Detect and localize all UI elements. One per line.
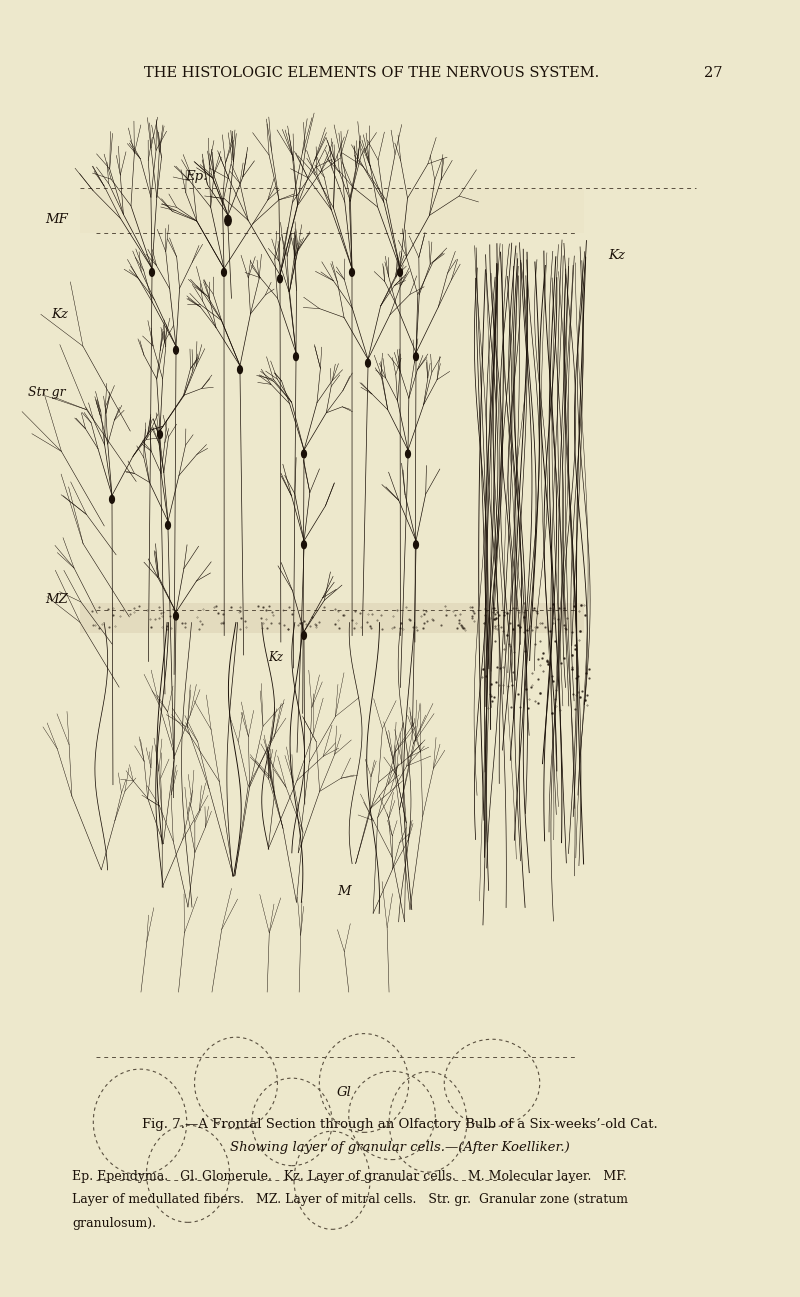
Circle shape xyxy=(238,366,242,374)
Text: Ep.: Ep. xyxy=(185,170,207,183)
Text: Fig. 7.—A Frontal Section through an Olfactory Bulb of a Six-weeks’-old Cat.: Fig. 7.—A Frontal Section through an Olf… xyxy=(142,1118,658,1131)
Text: 27: 27 xyxy=(704,66,722,79)
Text: MF: MF xyxy=(45,213,68,226)
Circle shape xyxy=(302,632,306,639)
Circle shape xyxy=(302,450,306,458)
Text: granulosum).: granulosum). xyxy=(72,1217,156,1230)
Circle shape xyxy=(294,353,298,361)
Circle shape xyxy=(150,268,154,276)
Text: THE HISTOLOGIC ELEMENTS OF THE NERVOUS SYSTEM.: THE HISTOLOGIC ELEMENTS OF THE NERVOUS S… xyxy=(144,66,599,79)
Circle shape xyxy=(278,275,282,283)
Text: Ep. Ependyma.   Gl. Glomerule.   Kz. Layer of granular cells.   M. Molecular lay: Ep. Ependyma. Gl. Glomerule. Kz. Layer o… xyxy=(72,1170,626,1183)
Circle shape xyxy=(302,541,306,549)
Circle shape xyxy=(166,521,170,529)
Circle shape xyxy=(414,541,418,549)
Text: Gl: Gl xyxy=(337,1086,351,1099)
Circle shape xyxy=(174,612,178,620)
Text: Kz: Kz xyxy=(268,651,283,664)
Polygon shape xyxy=(80,188,584,233)
Circle shape xyxy=(366,359,370,367)
Circle shape xyxy=(350,268,354,276)
Circle shape xyxy=(406,450,410,458)
Text: Layer of medullated fibers.   MZ. Layer of mitral cells.   Str. gr.  Granular zo: Layer of medullated fibers. MZ. Layer of… xyxy=(72,1193,628,1206)
Text: Kz: Kz xyxy=(51,307,68,320)
Text: Showing layer of granular cells.—(After Koelliker.): Showing layer of granular cells.—(After … xyxy=(230,1141,570,1154)
Circle shape xyxy=(174,346,178,354)
Polygon shape xyxy=(80,603,584,633)
Circle shape xyxy=(225,215,231,226)
Circle shape xyxy=(110,495,114,503)
Text: Kz: Kz xyxy=(608,249,625,262)
Text: MZ: MZ xyxy=(45,593,68,606)
Circle shape xyxy=(222,268,226,276)
Text: M: M xyxy=(337,885,351,898)
Circle shape xyxy=(414,353,418,361)
Text: Str gr: Str gr xyxy=(28,385,66,398)
Circle shape xyxy=(398,268,402,276)
Circle shape xyxy=(158,431,162,438)
